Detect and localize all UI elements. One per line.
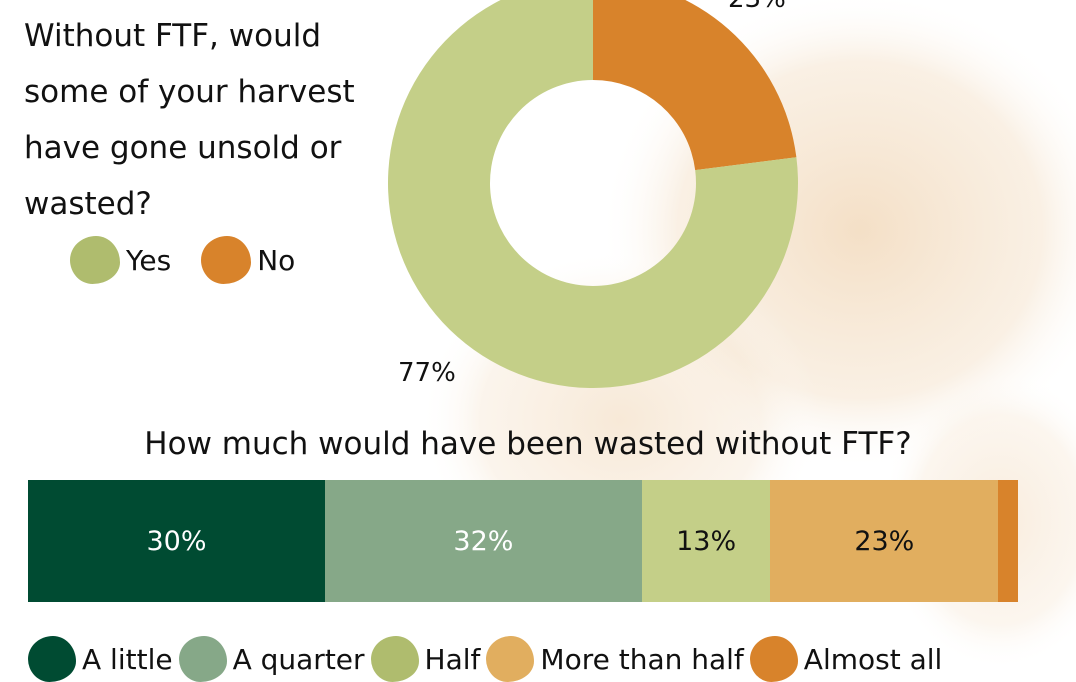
bar-chart-title: How much would have been wasted without …	[144, 426, 912, 462]
legend-swatch-almost-all	[749, 636, 798, 682]
legend-item-no: No	[201, 236, 295, 284]
stacked-bar: 30% 32% 13% 23%	[28, 480, 1018, 602]
legend-label-almost-all: Almost all	[803, 642, 943, 676]
legend-label-a-little: A little	[82, 642, 173, 676]
legend-item-half: Half	[370, 636, 481, 682]
bar-label-half: 13%	[676, 525, 737, 557]
bar-segment-almost-all	[998, 480, 1018, 602]
legend-item-a-little: A little	[28, 636, 173, 682]
legend-swatch-yes	[70, 236, 120, 284]
bar-segment-a-quarter: 32%	[325, 480, 642, 602]
donut-slice-no	[593, 0, 797, 171]
donut-legend: Yes No	[70, 236, 325, 284]
legend-item-more-than-half: More than half	[486, 636, 744, 682]
legend-swatch-a-quarter	[178, 636, 227, 682]
legend-swatch-more-than-half	[486, 636, 535, 682]
legend-swatch-no	[201, 236, 252, 284]
bar-segment-a-little: 30%	[28, 480, 325, 602]
legend-item-almost-all: Almost all	[749, 636, 943, 682]
legend-label-no: No	[257, 243, 296, 277]
donut-label-no: 23%	[728, 0, 786, 14]
donut-slice-yes	[388, 0, 798, 388]
legend-item-a-quarter: A quarter	[178, 636, 365, 682]
bar-segment-half: 13%	[641, 480, 771, 602]
bar-label-a-little: 30%	[146, 525, 207, 557]
legend-label-half: Half	[424, 642, 481, 676]
donut-chart	[388, 0, 798, 388]
bar-legend: A little A quarter Half More than half A…	[28, 636, 1076, 682]
donut-label-yes: 77%	[398, 358, 456, 388]
donut-chart-title: Without FTF, would some of your harvest …	[24, 18, 355, 222]
legend-label-a-quarter: A quarter	[232, 642, 365, 676]
bar-label-a-quarter: 32%	[453, 525, 514, 557]
bar-segment-more-than-half: 23%	[770, 480, 999, 602]
legend-label-yes: Yes	[126, 243, 172, 277]
legend-swatch-a-little	[28, 636, 76, 682]
legend-item-yes: Yes	[70, 236, 171, 284]
legend-swatch-half	[370, 636, 419, 682]
legend-label-more-than-half: More than half	[540, 642, 744, 676]
bar-label-more-than-half: 23%	[854, 525, 915, 557]
